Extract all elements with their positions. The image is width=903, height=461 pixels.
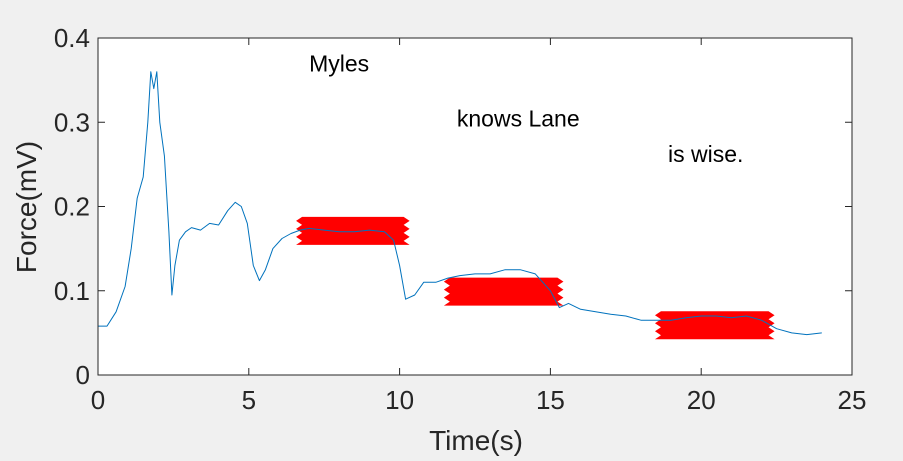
x-tick-label: 20 [687,385,716,415]
highlight-band [296,216,410,245]
x-tick-label: 5 [242,385,256,415]
annotations: Myles knows Lane is wise. [309,51,743,167]
x-tick-label: 15 [536,385,565,415]
series-line [98,71,822,336]
y-tick-label: 0.4 [54,23,90,53]
x-tick-label: 10 [385,385,414,415]
annotation-text: Myles [309,51,369,77]
highlight-band [654,311,775,340]
annotation-text: knows Lane [457,105,580,131]
x-tick-label: 0 [91,385,105,415]
y-tick-label: 0.1 [54,276,90,306]
y-axis-label: Force(mV) [11,141,42,273]
x-axis-label: Time(s) [429,425,523,456]
highlight-band [443,277,564,306]
y-axis-ticks: 0 0.1 0.2 0.3 0.4 [54,23,852,390]
x-axis-ticks: 0 5 10 15 20 25 [91,38,867,415]
annotation-text: is wise. [668,141,743,167]
x-tick-label: 25 [838,385,867,415]
y-tick-label: 0.3 [54,107,90,137]
y-tick-label: 0 [76,360,90,390]
y-tick-label: 0.2 [54,192,90,222]
